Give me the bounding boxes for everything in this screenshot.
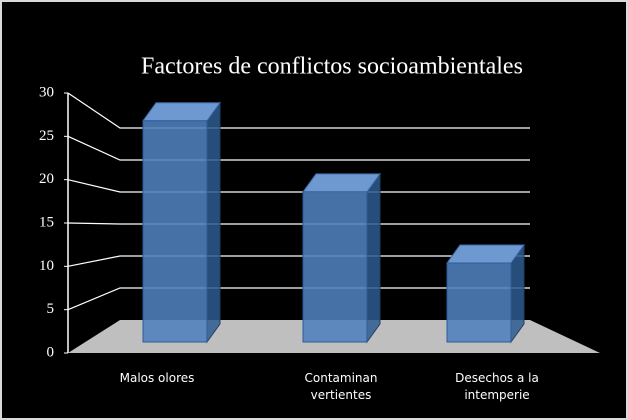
x-tick-label: Desechos a la intemperie [455,371,539,402]
bar-top [142,102,221,122]
grid-line [67,255,530,267]
y-tick-label: 25 [39,128,54,144]
grid-line [67,222,530,225]
bar-top [446,244,525,264]
y-tick-label: 0 [47,344,55,360]
y-tick-label: 30 [39,84,54,100]
bar-side [366,172,381,344]
bar [142,120,208,343]
bar-top [302,173,381,193]
x-tick-label: Contaminan vertientes [304,371,378,402]
y-tick-label: 15 [39,214,54,230]
y-tick-label: 10 [39,258,54,274]
grid-line [67,287,530,311]
grid-line [67,92,530,129]
chart-title: Factores de conflictos socioambientales [141,54,523,80]
grid-line [67,135,530,161]
bar-side [206,101,221,344]
x-tick-label: Malos olores [119,371,195,385]
y-tick-label: 20 [39,171,54,187]
y-tick-label: 5 [47,301,55,317]
bar [446,262,512,343]
grid-line [67,179,530,193]
bar [302,191,368,343]
